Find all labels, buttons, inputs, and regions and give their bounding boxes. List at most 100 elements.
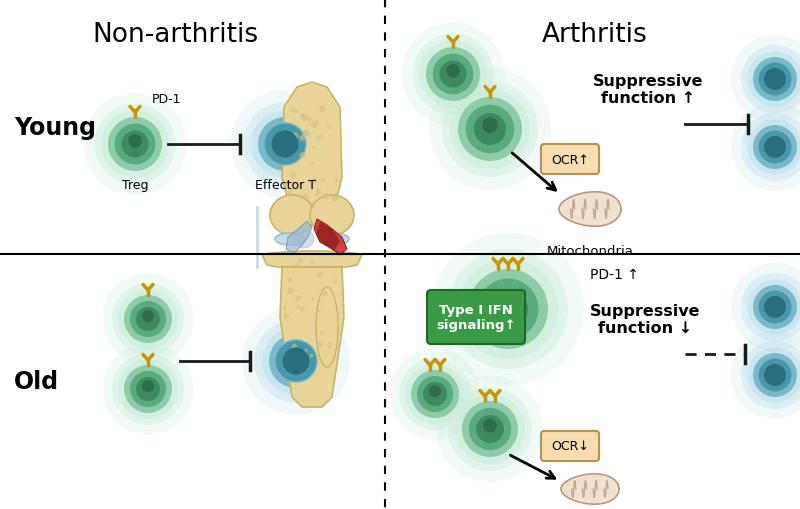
Polygon shape [286,221,312,253]
Circle shape [282,348,310,375]
Circle shape [462,401,518,457]
Circle shape [112,284,184,355]
Circle shape [731,331,800,419]
Circle shape [296,305,300,309]
Circle shape [315,193,318,197]
Polygon shape [280,267,344,407]
Circle shape [118,359,178,419]
FancyBboxPatch shape [541,145,599,175]
Circle shape [316,122,319,126]
Circle shape [448,387,532,471]
Circle shape [319,106,326,113]
Text: PD-1: PD-1 [152,93,182,106]
Circle shape [731,264,800,351]
Text: Suppressive
function ↓: Suppressive function ↓ [590,303,700,335]
Circle shape [290,347,296,353]
Circle shape [439,62,466,89]
Text: Mitochondria: Mitochondria [546,244,634,258]
Text: Suppressive
function ↑: Suppressive function ↑ [593,74,703,106]
Circle shape [753,126,797,169]
Circle shape [498,295,518,315]
Circle shape [294,263,299,267]
Circle shape [114,124,156,166]
Circle shape [128,135,142,148]
Ellipse shape [270,195,314,236]
Circle shape [310,354,314,358]
Circle shape [482,118,498,134]
Text: PD-1 ↑: PD-1 ↑ [590,267,639,281]
FancyBboxPatch shape [541,431,599,461]
Circle shape [318,272,323,278]
Circle shape [747,120,800,175]
Ellipse shape [310,195,354,236]
Circle shape [284,182,290,188]
Circle shape [318,135,322,140]
Ellipse shape [294,231,314,248]
Circle shape [102,111,169,178]
Circle shape [290,108,295,114]
Circle shape [318,309,321,313]
Circle shape [764,364,786,386]
Circle shape [298,259,302,264]
Circle shape [311,162,314,165]
Circle shape [242,307,350,415]
Circle shape [747,348,800,403]
Circle shape [741,114,800,182]
Circle shape [429,385,441,398]
Circle shape [405,364,465,424]
Circle shape [430,69,550,190]
Circle shape [269,334,323,388]
Circle shape [310,297,314,301]
Circle shape [313,178,318,183]
Circle shape [448,249,568,369]
Circle shape [84,94,186,196]
Circle shape [474,114,506,146]
Circle shape [741,273,800,342]
Circle shape [764,296,786,318]
Circle shape [142,380,154,392]
Text: OCR↑: OCR↑ [551,153,589,166]
Circle shape [288,278,293,282]
Circle shape [283,306,287,310]
Circle shape [423,382,447,406]
Circle shape [437,376,543,482]
Circle shape [446,65,460,78]
Circle shape [753,353,797,397]
Circle shape [124,365,172,413]
Circle shape [476,415,504,443]
Circle shape [292,133,296,138]
Circle shape [328,342,331,345]
Circle shape [419,41,486,108]
Circle shape [322,179,325,183]
Circle shape [102,344,194,435]
Circle shape [275,341,317,382]
Circle shape [764,137,786,159]
Circle shape [301,351,308,358]
Circle shape [477,278,539,341]
Circle shape [317,189,322,194]
Circle shape [112,353,184,425]
Circle shape [333,279,337,283]
Circle shape [271,131,298,158]
Circle shape [390,349,481,440]
Text: Old: Old [14,369,59,393]
Polygon shape [316,222,340,251]
Text: Arthritis: Arthritis [542,22,648,48]
Circle shape [741,341,800,409]
Circle shape [294,134,298,139]
Circle shape [753,286,797,329]
Circle shape [327,345,331,349]
Circle shape [468,407,512,451]
Circle shape [108,118,162,172]
Text: Effector T: Effector T [254,179,315,191]
Circle shape [243,103,327,186]
Circle shape [299,136,306,142]
Circle shape [426,48,480,102]
Circle shape [411,370,459,418]
Circle shape [306,117,311,122]
Circle shape [465,105,515,155]
Circle shape [322,193,329,200]
Circle shape [315,121,318,124]
Circle shape [299,153,306,159]
Circle shape [450,90,530,169]
